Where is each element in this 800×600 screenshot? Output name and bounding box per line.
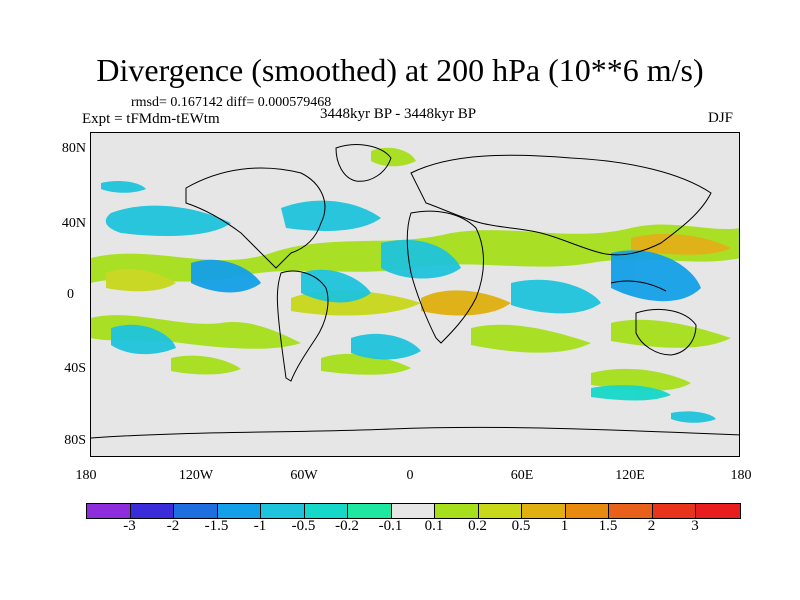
- south-atlantic-neg: [351, 333, 421, 360]
- coast-antarctica: [91, 426, 739, 439]
- colorbar-label: 0.1: [424, 518, 444, 534]
- negative-anomalies: [101, 180, 716, 423]
- colorbar: [86, 503, 741, 519]
- colorbar-label: -0.2: [335, 518, 359, 534]
- stats-line: rmsd= 0.167142 diff= 0.000579468: [131, 95, 332, 110]
- colorbar-label: -0.1: [378, 518, 403, 534]
- north-pacific-neg: [105, 205, 231, 236]
- orange-patch-nw: [106, 268, 176, 292]
- colorbar-swatch: [174, 504, 218, 518]
- x-tick-60w: 60W: [290, 468, 318, 483]
- coast-south-america: [276, 270, 329, 382]
- colorbar-swatch: [261, 504, 305, 518]
- colorbar-swatch: [478, 504, 522, 518]
- colorbar-swatch: [652, 504, 696, 518]
- orange-patch-africa: [421, 290, 511, 316]
- africa-neg: [381, 239, 461, 279]
- map-panel: [90, 132, 740, 457]
- coast-greenland: [335, 144, 392, 182]
- x-tick-0: 0: [406, 468, 414, 483]
- x-tick-180w: 180: [75, 468, 97, 483]
- colorbar-label: -0.5: [291, 518, 316, 534]
- y-tick-80s: 80S: [64, 433, 86, 448]
- coast-indonesia: [610, 280, 667, 292]
- coastlines: [91, 144, 739, 439]
- colorbar-swatch: [87, 504, 131, 518]
- y-tick-40n: 40N: [61, 216, 86, 231]
- colorbar-swatch: [304, 504, 348, 518]
- south-band-2: [471, 324, 591, 353]
- colorbar-label: -1.5: [204, 518, 229, 534]
- coast-africa: [406, 210, 484, 344]
- southern-ocean-neg: [591, 385, 671, 401]
- x-tick-60e: 60E: [510, 468, 534, 483]
- colorbar-label: 1.5: [598, 518, 618, 534]
- south-pacific-neg: [111, 324, 176, 355]
- antarctic-neg: [671, 411, 716, 423]
- colorbar-label: 0.2: [468, 518, 487, 534]
- colorbar-swatch: [696, 504, 740, 518]
- x-tick-120w: 120W: [178, 468, 214, 483]
- colorbar-label: 2: [647, 518, 656, 534]
- indian-ocean-neg: [511, 279, 601, 314]
- y-tick-0: 0: [67, 287, 74, 302]
- x-tick-120e: 120E: [615, 468, 645, 483]
- colorbar-label: 0.5: [511, 518, 531, 534]
- divergence-map: [91, 133, 739, 456]
- season-label: DJF: [708, 110, 734, 126]
- plot-title: Divergence (smoothed) at 200 hPa (10**6 …: [96, 52, 704, 88]
- colorbar-swatch: [391, 504, 435, 518]
- coast-eurasia: [410, 154, 712, 256]
- arctic-neg: [101, 180, 146, 193]
- colorbar-swatch: [130, 504, 174, 518]
- colorbar-label: -1: [253, 518, 267, 534]
- colorbar-swatch: [435, 504, 479, 518]
- colorbar-label: -3: [123, 518, 136, 534]
- colorbar-label: -2: [166, 518, 180, 534]
- north-atlantic-neg: [281, 200, 381, 231]
- colorbar-swatch: [348, 504, 392, 518]
- southern-ocean-1: [321, 353, 411, 375]
- x-tick-180e: 180: [730, 468, 752, 483]
- southern-ocean-3: [171, 355, 241, 375]
- colorbar-label: 1: [560, 518, 569, 534]
- south-america-neg: [301, 269, 371, 303]
- west-pacific-neg: [611, 250, 701, 302]
- y-tick-40s: 40S: [64, 361, 86, 376]
- y-tick-80n: 80N: [61, 141, 86, 156]
- experiment-label: Expt = tFMdm-tEWtm: [82, 111, 220, 127]
- colorbar-swatch: [565, 504, 609, 518]
- period-label: 3448kyr BP - 3448kyr BP: [320, 106, 477, 122]
- colorbar-swatch: [609, 504, 653, 518]
- coast-australia: [635, 308, 697, 356]
- arctic-patch: [371, 147, 416, 167]
- colorbar-swatch: [522, 504, 566, 518]
- colorbar-swatch: [217, 504, 261, 518]
- colorbar-label: 3: [691, 518, 699, 534]
- orange-patch-pacific: [631, 233, 731, 255]
- coast-north-america: [185, 167, 326, 269]
- eq-pacific-neg: [191, 259, 261, 293]
